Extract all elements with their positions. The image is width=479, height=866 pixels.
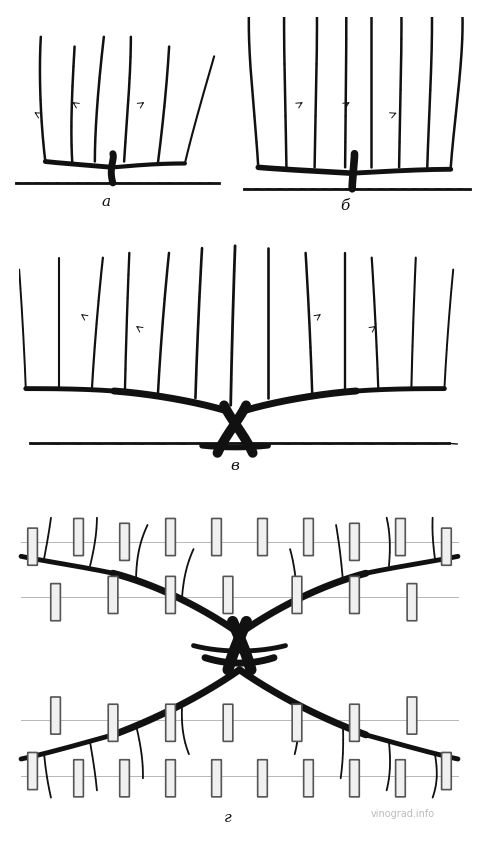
- FancyBboxPatch shape: [212, 519, 221, 556]
- FancyBboxPatch shape: [223, 704, 233, 741]
- FancyBboxPatch shape: [223, 577, 233, 613]
- FancyBboxPatch shape: [350, 577, 359, 613]
- FancyBboxPatch shape: [166, 759, 175, 797]
- FancyBboxPatch shape: [304, 519, 313, 556]
- FancyBboxPatch shape: [292, 577, 302, 613]
- FancyBboxPatch shape: [350, 523, 359, 560]
- Text: г: г: [224, 811, 232, 824]
- FancyBboxPatch shape: [258, 519, 267, 556]
- FancyBboxPatch shape: [258, 759, 267, 797]
- FancyBboxPatch shape: [120, 759, 129, 797]
- FancyBboxPatch shape: [51, 584, 60, 621]
- FancyBboxPatch shape: [120, 523, 129, 560]
- FancyBboxPatch shape: [212, 759, 221, 797]
- FancyBboxPatch shape: [166, 519, 175, 556]
- FancyBboxPatch shape: [166, 704, 175, 741]
- FancyBboxPatch shape: [108, 577, 118, 613]
- FancyBboxPatch shape: [28, 528, 37, 565]
- FancyBboxPatch shape: [442, 753, 451, 790]
- FancyBboxPatch shape: [28, 753, 37, 790]
- FancyBboxPatch shape: [51, 697, 60, 734]
- Text: б: б: [341, 199, 350, 213]
- FancyBboxPatch shape: [304, 759, 313, 797]
- FancyBboxPatch shape: [407, 697, 417, 734]
- FancyBboxPatch shape: [166, 577, 175, 613]
- Text: vinograd.info: vinograd.info: [371, 809, 435, 819]
- Text: в: в: [231, 459, 240, 473]
- FancyBboxPatch shape: [74, 759, 83, 797]
- FancyBboxPatch shape: [350, 704, 359, 741]
- FancyBboxPatch shape: [74, 519, 83, 556]
- FancyBboxPatch shape: [292, 704, 302, 741]
- FancyBboxPatch shape: [350, 759, 359, 797]
- FancyBboxPatch shape: [442, 528, 451, 565]
- FancyBboxPatch shape: [407, 584, 417, 621]
- FancyBboxPatch shape: [108, 704, 118, 741]
- FancyBboxPatch shape: [396, 519, 405, 556]
- FancyBboxPatch shape: [396, 759, 405, 797]
- Text: а: а: [102, 196, 111, 210]
